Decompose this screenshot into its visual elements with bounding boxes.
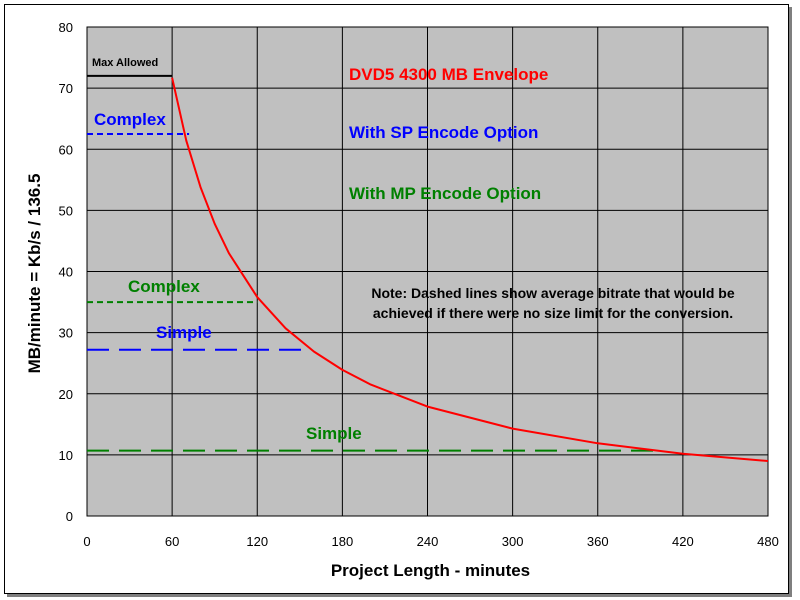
y-tick-label: 80	[59, 20, 73, 35]
sp-option-label: With SP Encode Option	[349, 123, 538, 142]
x-tick-label: 420	[672, 534, 694, 549]
y-tick-label: 0	[66, 509, 73, 524]
envelope-curve	[171, 77, 769, 462]
max-allowed-label: Max Allowed	[92, 57, 158, 69]
y-tick-label: 10	[59, 448, 73, 463]
x-tick-label: 300	[502, 534, 524, 549]
x-tick-label: 60	[165, 534, 179, 549]
mp-complex-label: Complex	[128, 277, 200, 296]
envelope-label: DVD5 4300 MB Envelope	[349, 65, 548, 84]
note-line-1: Note: Dashed lines show average bitrate …	[371, 285, 735, 301]
gridlines	[87, 27, 768, 516]
x-tick-label: 0	[83, 534, 90, 549]
y-axis-title: MB/minute = Kb/s / 136.5	[25, 174, 44, 374]
note-line-2: achieved if there were no size limit for…	[373, 305, 733, 321]
x-tick-label: 360	[587, 534, 609, 549]
sp-simple-label: Simple	[156, 323, 212, 342]
y-tick-label: 50	[59, 203, 73, 218]
x-tick-label: 180	[332, 534, 354, 549]
series-layer	[87, 74, 769, 462]
y-tick-label: 60	[59, 142, 73, 157]
x-axis-title: Project Length - minutes	[331, 561, 530, 580]
y-tick-label: 20	[59, 387, 73, 402]
mp-simple-label: Simple	[306, 424, 362, 443]
mp-option-label: With MP Encode Option	[349, 184, 541, 203]
y-tick-label: 30	[59, 326, 73, 341]
plot-border	[86, 26, 769, 517]
x-tick-label: 240	[417, 534, 439, 549]
x-tick-label: 480	[757, 534, 779, 549]
x-tick-labels: 0 60 120 180 240 300 360 420 480	[83, 534, 778, 549]
y-tick-label: 70	[59, 81, 73, 96]
x-tick-label: 120	[246, 534, 268, 549]
sp-complex-label: Complex	[94, 110, 166, 129]
y-tick-labels: 0 10 20 30 40 50 60 70 80	[59, 20, 73, 524]
y-tick-label: 40	[59, 265, 73, 280]
